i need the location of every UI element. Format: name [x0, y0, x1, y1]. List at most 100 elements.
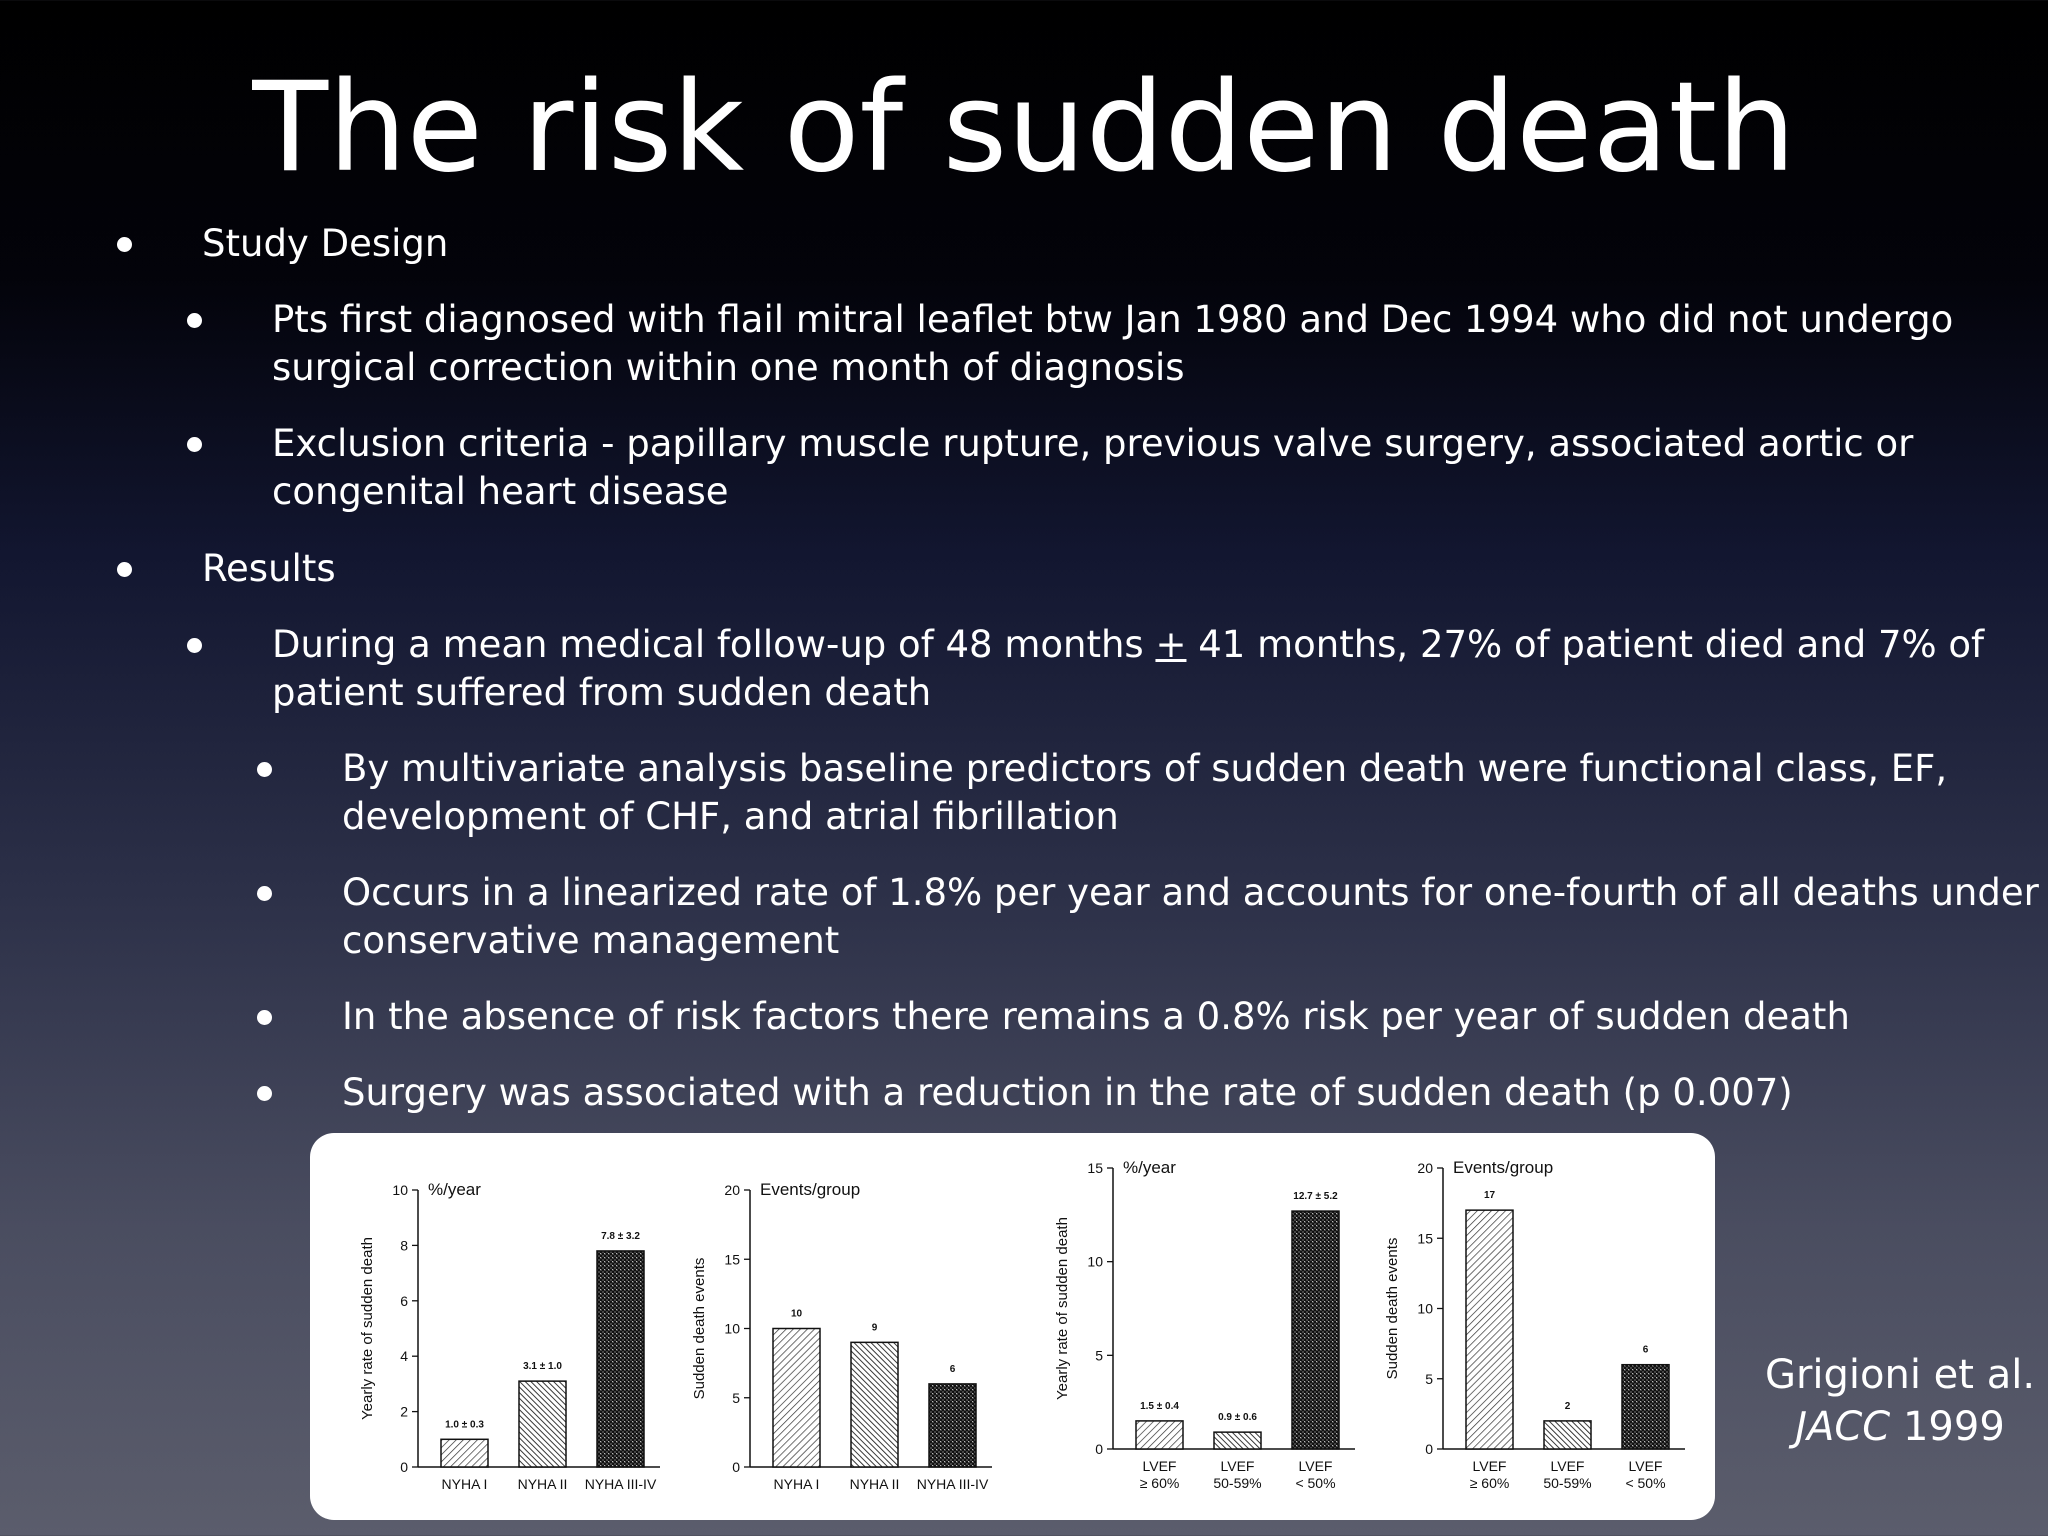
- x-category-label: NYHA II: [850, 1476, 900, 1492]
- bullet-dot: [187, 437, 202, 452]
- bar-value-label: 1.5 ± 0.4: [1140, 1401, 1179, 1412]
- bullet-multivariate-line1: By multivariate analysis baseline predic…: [342, 747, 1948, 790]
- bar-value-label: 17: [1484, 1190, 1496, 1201]
- y-tick-label: 0: [1425, 1441, 1433, 1457]
- chart-unit-label: %/year: [428, 1180, 481, 1199]
- bullet-exclusion-line1: Exclusion criteria - papillary muscle ru…: [272, 422, 1914, 465]
- bullet-dot: [187, 638, 202, 653]
- x-category-label: NYHA III-IV: [917, 1476, 989, 1492]
- x-category-label: LVEF: [1551, 1458, 1585, 1474]
- y-tick-label: 5: [1425, 1371, 1433, 1387]
- bar-value-label: 12.7 ± 5.2: [1293, 1191, 1338, 1202]
- bullet-exclusion-line2: congenital heart disease: [272, 470, 729, 513]
- y-tick-label: 6: [400, 1293, 408, 1309]
- bullet-absence: In the absence of risk factors there rem…: [342, 995, 1850, 1038]
- bullet-dot: [117, 562, 132, 577]
- x-category-label: 50-59%: [1543, 1475, 1591, 1491]
- bullet-patients-line1: Pts first diagnosed with flail mitral le…: [272, 298, 1954, 341]
- y-axis-label: Yearly rate of sudden death: [1054, 1217, 1071, 1400]
- y-axis-label: Yearly rate of sudden death: [359, 1237, 376, 1420]
- y-tick-label: 2: [400, 1404, 408, 1420]
- citation-year: 1999: [1890, 1404, 2005, 1450]
- bullet-study-design: Study Design: [202, 222, 449, 265]
- y-tick-label: 5: [732, 1390, 740, 1406]
- y-tick-label: 15: [1417, 1230, 1433, 1246]
- bar-value-label: 6: [950, 1364, 956, 1375]
- bar-value-label: 1.0 ± 0.3: [445, 1419, 484, 1430]
- bullet-dot: [257, 886, 272, 901]
- followup-text-b: 41 months, 27% of patient died and 7% of: [1186, 623, 1985, 666]
- bullet-dot: [257, 1086, 272, 1101]
- chart-unit-label: Events/group: [760, 1180, 860, 1199]
- x-category-label: NYHA III-IV: [585, 1476, 657, 1492]
- bullet-followup-line2: patient suffered from sudden death: [272, 671, 932, 714]
- slide-title: The risk of sudden death: [252, 56, 1796, 200]
- bar-value-label: 6: [1643, 1345, 1649, 1356]
- bar-value-label: 2: [1565, 1401, 1571, 1412]
- citation-authors: Grigioni et al.: [1764, 1352, 2036, 1398]
- bullet-patients-line2: surgical correction within one month of …: [272, 346, 1185, 389]
- bullet-followup-line1: During a mean medical follow-up of 48 mo…: [272, 621, 1984, 669]
- bullet-surgery: Surgery was associated with a reduction …: [342, 1071, 1793, 1114]
- y-axis-label: Sudden death events: [691, 1258, 708, 1400]
- bar-value-label: 0.9 ± 0.6: [1218, 1412, 1257, 1423]
- bar: [518, 1380, 567, 1468]
- bar: [440, 1438, 489, 1468]
- y-tick-label: 20: [1417, 1160, 1433, 1176]
- y-tick-label: 0: [1095, 1441, 1103, 1457]
- x-category-label: ≥ 60%: [1140, 1475, 1180, 1491]
- chart-unit-label: %/year: [1123, 1158, 1176, 1177]
- x-category-label: 50-59%: [1213, 1475, 1261, 1491]
- y-tick-label: 10: [1087, 1254, 1103, 1270]
- y-tick-label: 10: [724, 1321, 740, 1337]
- y-tick-label: 0: [732, 1459, 740, 1475]
- figure-panel: 0 2 4 6 8 10 %/year Yearly rate of sudden death…: [310, 1133, 1715, 1520]
- x-category-label: NYHA I: [774, 1476, 820, 1492]
- bar-value-label: 7.8 ± 3.2: [601, 1231, 640, 1242]
- x-category-label: ≥ 60%: [1470, 1475, 1510, 1491]
- bar: [1543, 1420, 1592, 1450]
- citation-journal-name: JACC: [1795, 1404, 1891, 1450]
- bar: [1291, 1210, 1340, 1450]
- bar: [596, 1250, 645, 1468]
- bar: [928, 1383, 977, 1468]
- bar-value-label: 3.1 ± 1.0: [523, 1361, 562, 1372]
- bullet-dot: [257, 762, 272, 777]
- bar: [1213, 1431, 1262, 1450]
- bullet-dot: [187, 313, 202, 328]
- plus-minus-sign: +: [1155, 623, 1187, 666]
- bar-value-label: 9: [872, 1322, 878, 1333]
- followup-text-a: During a mean medical follow-up of 48 mo…: [272, 623, 1156, 666]
- chart-unit-label: Events/group: [1453, 1158, 1553, 1177]
- y-tick-label: 5: [1095, 1347, 1103, 1363]
- charts-svg: 0 2 4 6 8 10 %/year Yearly rate of sudden death…: [359, 1158, 1685, 1492]
- y-tick-label: 10: [1417, 1301, 1433, 1317]
- bar: [1621, 1363, 1670, 1450]
- y-tick-label: 20: [724, 1182, 740, 1198]
- bullet-rate-line2: conservative management: [342, 919, 840, 962]
- x-category-label: < 50%: [1625, 1475, 1665, 1491]
- y-axis-label: Sudden death events: [1384, 1238, 1401, 1380]
- y-tick-label: 4: [400, 1348, 408, 1364]
- y-tick-label: 10: [392, 1182, 408, 1198]
- x-category-label: NYHA II: [518, 1476, 568, 1492]
- x-category-label: LVEF: [1473, 1458, 1507, 1474]
- bar: [1135, 1420, 1184, 1450]
- bullet-multivariate-line2: development of CHF, and atrial fibrillat…: [342, 795, 1119, 838]
- x-category-label: NYHA I: [442, 1476, 488, 1492]
- bullet-rate-line1: Occurs in a linearized rate of 1.8% per …: [342, 871, 2039, 914]
- bar-value-label: 10: [791, 1309, 803, 1320]
- bullet-dot: [117, 237, 132, 252]
- x-category-label: LVEF: [1143, 1458, 1177, 1474]
- x-category-label: LVEF: [1299, 1458, 1333, 1474]
- bar: [772, 1327, 821, 1468]
- x-category-label: LVEF: [1221, 1458, 1255, 1474]
- x-category-label: LVEF: [1629, 1458, 1663, 1474]
- x-category-label: < 50%: [1295, 1475, 1335, 1491]
- y-tick-label: 15: [1087, 1160, 1103, 1176]
- bullet-results: Results: [202, 547, 336, 590]
- bullet-dot: [257, 1010, 272, 1025]
- y-tick-label: 15: [724, 1251, 740, 1267]
- bar: [1465, 1209, 1514, 1450]
- citation-journal: JACC 1999: [1745, 1401, 2048, 1453]
